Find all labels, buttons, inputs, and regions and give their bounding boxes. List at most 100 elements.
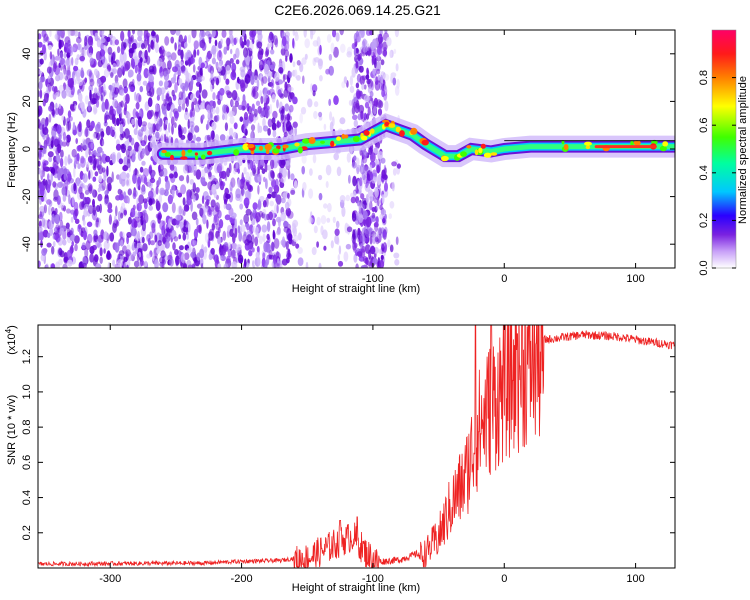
noise-blob <box>67 154 71 165</box>
ridge-hotspot <box>633 140 641 146</box>
noise-blob <box>381 89 385 98</box>
noise-blob <box>382 41 388 51</box>
noise-blob <box>203 249 207 260</box>
noise-blob <box>121 202 126 210</box>
noise-blob <box>384 213 387 220</box>
noise-blob <box>155 198 159 208</box>
ridge-hotspot <box>161 149 167 154</box>
noise-blob <box>358 65 364 73</box>
noise-blob <box>205 30 211 37</box>
noise-blob <box>108 232 115 242</box>
noise-blob <box>244 74 251 84</box>
noise-blob <box>379 259 385 268</box>
noise-blob <box>38 260 41 268</box>
noise-blob <box>362 255 368 264</box>
noise-blob <box>137 230 140 242</box>
noise-blob <box>210 247 215 255</box>
noise-blob <box>247 189 252 201</box>
noise-blob <box>148 126 153 137</box>
noise-blob <box>172 242 176 251</box>
noise-blob <box>217 163 223 173</box>
noise-blob <box>274 38 279 48</box>
noise-blob <box>247 243 252 251</box>
noise-blob <box>103 231 109 241</box>
noise-blob <box>156 248 160 255</box>
noise-blob <box>38 225 43 233</box>
noise-blob <box>329 121 334 132</box>
noise-blob <box>220 180 223 186</box>
noise-blob <box>141 236 145 244</box>
noise-blob <box>90 98 96 105</box>
noise-blob <box>287 248 291 258</box>
noise-blob <box>341 81 346 89</box>
colorbar-gradient <box>712 30 736 268</box>
noise-blob <box>287 86 294 92</box>
noise-blob <box>346 51 353 58</box>
noise-blob <box>73 30 79 37</box>
ridge-hotspot <box>250 149 255 155</box>
noise-blob <box>262 117 266 128</box>
noise-blob <box>308 188 314 199</box>
noise-blob <box>56 195 61 206</box>
colorbar: 0.0 0.2 0.4 0.6 0.8 Normalized spectral ampl… <box>698 29 749 276</box>
noise-blob <box>190 77 194 87</box>
noise-blob <box>287 210 294 219</box>
noise-blob <box>249 171 253 177</box>
noise-blob <box>128 47 135 54</box>
noise-blob <box>178 129 183 138</box>
noise-blob <box>132 78 135 86</box>
noise-blob <box>230 249 237 259</box>
noise-blob <box>250 211 253 222</box>
noise-blob <box>217 63 222 72</box>
snr-y-scale-suffix: ) <box>6 325 18 329</box>
noise-blob <box>165 232 169 240</box>
snr-y-tick-label: 1.2 <box>21 349 33 364</box>
noise-blob <box>181 227 186 234</box>
noise-blob <box>49 30 52 37</box>
noise-blob <box>272 110 278 119</box>
noise-blob <box>167 55 173 61</box>
noise-blob <box>364 101 370 109</box>
noise-blob <box>74 57 79 66</box>
noise-blob <box>147 97 153 108</box>
noise-blob <box>100 94 103 102</box>
noise-blob <box>94 87 98 95</box>
noise-blob <box>333 95 339 106</box>
noise-blob <box>228 30 234 37</box>
noise-blob <box>84 203 90 210</box>
noise-blob <box>90 142 94 150</box>
noise-blob <box>330 42 335 54</box>
noise-blob <box>178 234 181 240</box>
noise-blob <box>70 216 74 223</box>
noise-blob <box>161 106 167 115</box>
noise-blob <box>281 236 286 248</box>
noise-blob <box>62 194 67 202</box>
noise-blob <box>76 36 82 44</box>
noise-blob <box>374 221 379 232</box>
noise-blob <box>335 220 340 229</box>
noise-blob <box>46 92 50 99</box>
noise-blob <box>178 78 183 86</box>
noise-blob <box>123 256 128 263</box>
noise-blob <box>262 233 266 243</box>
noise-blob <box>217 263 222 268</box>
noise-blob <box>171 124 174 135</box>
noise-blob <box>216 255 219 265</box>
noise-blob <box>309 168 313 176</box>
snr-x-tick-label: 0 <box>501 573 507 585</box>
noise-blob <box>119 123 124 135</box>
noise-blob <box>230 70 237 81</box>
noise-blob <box>92 234 96 243</box>
noise-blob <box>67 110 72 118</box>
noise-blob <box>262 76 268 84</box>
noise-blob <box>219 134 226 142</box>
noise-blob <box>83 230 87 241</box>
noise-blob <box>110 72 114 78</box>
noise-blob <box>318 111 323 118</box>
ridge-hotspot <box>563 144 569 150</box>
noise-blob <box>373 105 377 115</box>
noise-blob <box>134 242 138 249</box>
noise-blob <box>329 111 333 121</box>
noise-blob <box>137 30 143 38</box>
